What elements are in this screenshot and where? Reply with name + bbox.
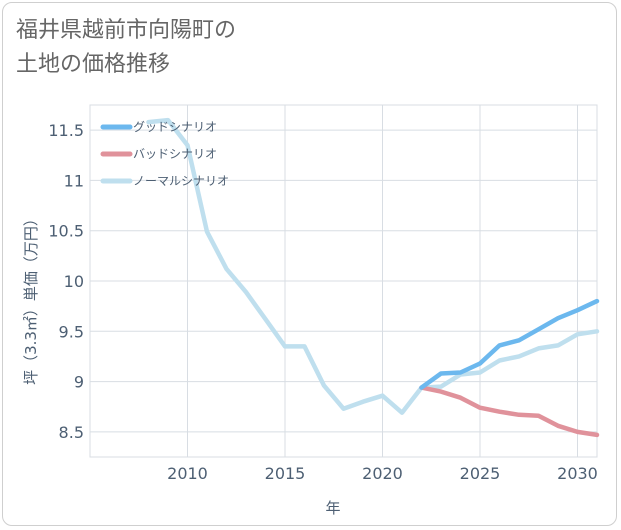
legend-label: ノーマルシナリオ (133, 174, 229, 188)
x-tick-label: 2010 (167, 464, 208, 483)
x-tick-label: 2015 (265, 464, 306, 483)
y-tick-label: 10 (64, 272, 84, 291)
x-tick-label: 2020 (362, 464, 403, 483)
x-axis-ticks: 2010 2015 2020 2025 2030 (167, 464, 598, 483)
x-tick-label: 2030 (557, 464, 598, 483)
y-axis-ticks: 8.5 9 9.5 10 10.5 11 11.5 (48, 121, 84, 442)
series-line-2 (419, 385, 600, 438)
y-tick-label: 11 (64, 171, 84, 190)
y-tick-label: 9.5 (59, 322, 84, 341)
chart-title: 福井県越前市向陽町の 土地の価格推移 (16, 18, 237, 77)
y-tick-label: 8.5 (59, 423, 84, 442)
y-tick-label: 9 (74, 373, 84, 392)
legend-label: バッドシナリオ (133, 147, 217, 161)
series-lines (146, 117, 600, 438)
x-tick-label: 2025 (460, 464, 501, 483)
series-line-3 (146, 117, 600, 415)
series-line-1 (419, 298, 600, 390)
chart-frame (2, 2, 617, 526)
legend-label: グッドシナリオ (133, 120, 217, 134)
x-axis-label: 年 (325, 499, 340, 517)
y-axis-label: 坪（3.3㎡）単価（万円） (22, 211, 40, 385)
y-tick-label: 11.5 (48, 121, 84, 140)
y-tick-label: 10.5 (48, 222, 84, 241)
